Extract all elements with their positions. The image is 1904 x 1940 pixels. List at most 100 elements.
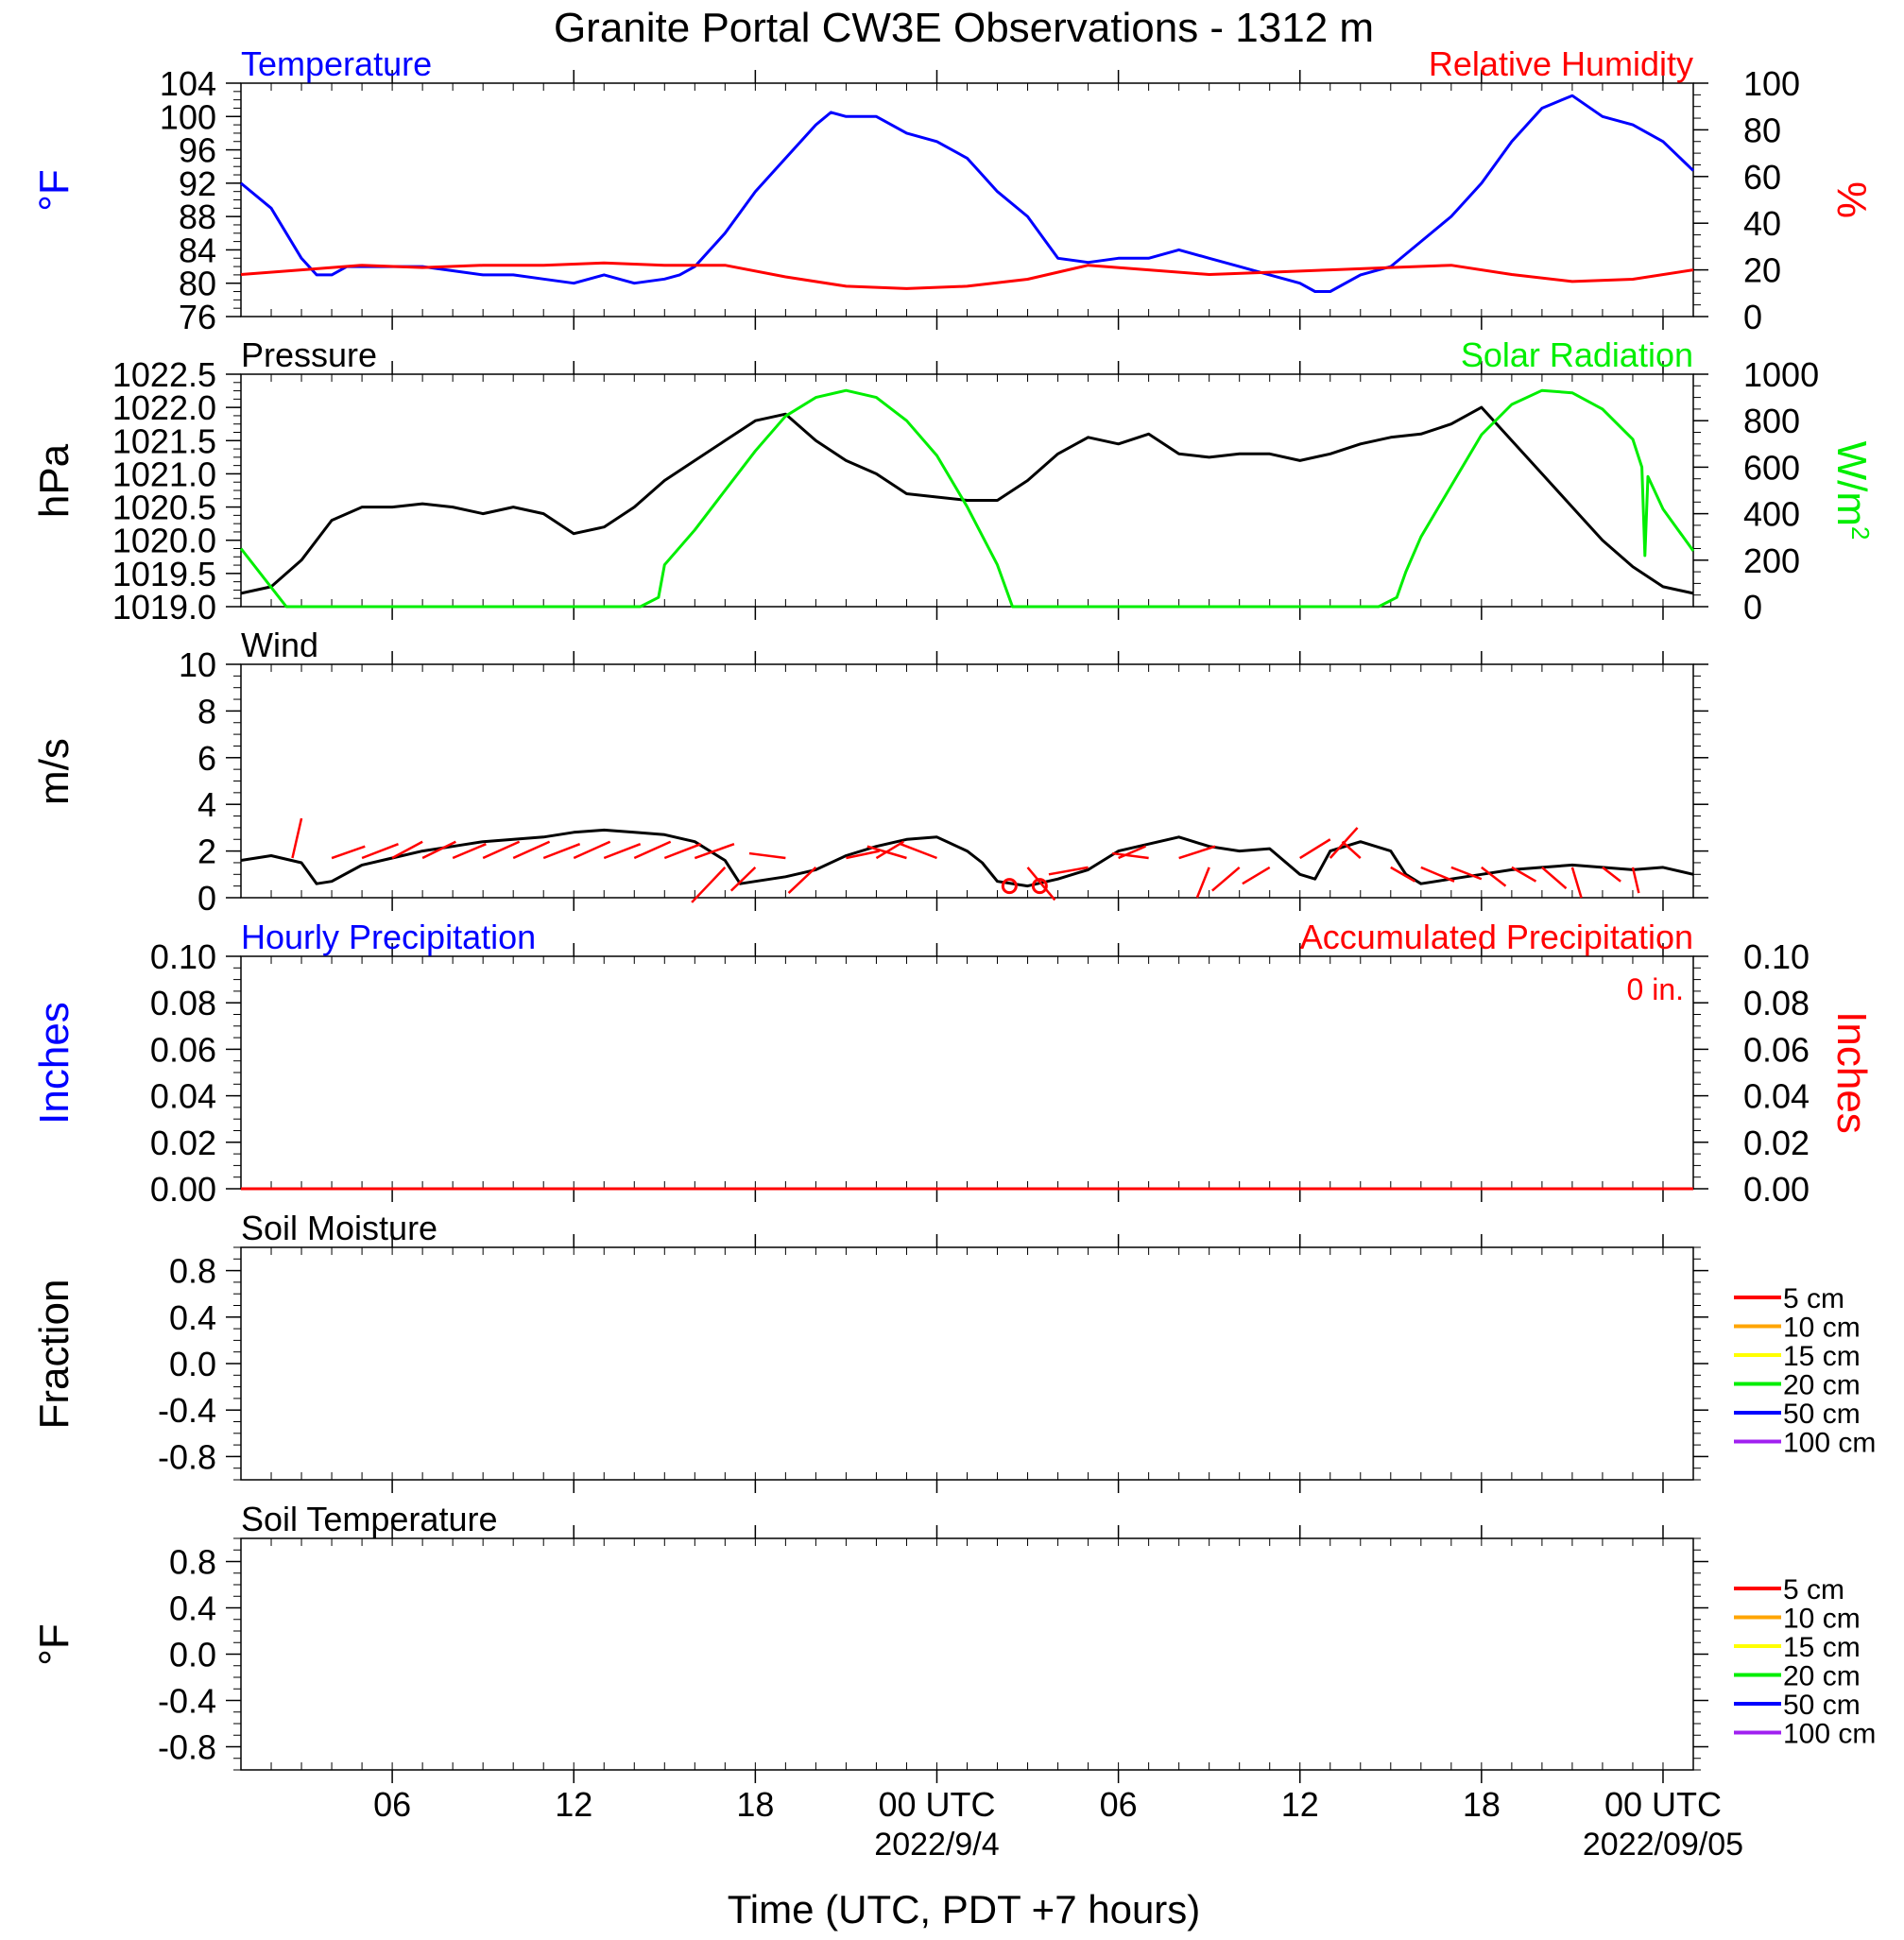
legend-label: 5 cm (1783, 1283, 1844, 1314)
y2-tick-label: 0.06 (1743, 1030, 1810, 1069)
panel-left-label: Soil Moisture (241, 1209, 437, 1247)
legend-label: 15 cm (1783, 1632, 1861, 1663)
y2-tick-label: 40 (1743, 204, 1781, 243)
panel-right-label: Relative Humidity (1429, 44, 1693, 83)
legend-label: 20 cm (1783, 1370, 1861, 1401)
wind-barb (1026, 867, 1056, 901)
series-line-pressure (240, 405, 1694, 595)
wind-barb (1631, 867, 1640, 894)
x-axis-title: Time (UTC, PDT +7 hours) (728, 1887, 1201, 1931)
y-axis-title: hPa (31, 443, 77, 518)
panel-left-label: Soil Temperature (241, 1500, 497, 1538)
y2-axis-title: % (1828, 181, 1875, 218)
y-axis-title: °F (31, 169, 77, 211)
wind-barb (846, 850, 880, 860)
y-tick-label: 88 (179, 197, 216, 236)
legend-label: 20 cm (1783, 1661, 1861, 1692)
y2-tick-label: 0.10 (1743, 937, 1810, 976)
wind-barb (694, 843, 735, 860)
y2-tick-label: 0.08 (1743, 984, 1810, 1022)
y-tick-label: 2 (197, 833, 216, 871)
y2-tick-label: 0 (1743, 588, 1762, 627)
y-tick-label: 6 (197, 739, 216, 778)
wind-barb (1195, 867, 1210, 899)
y-tick-label: 76 (179, 298, 216, 336)
wind-barb (866, 845, 907, 860)
y-tick-label: 1019.0 (112, 588, 216, 627)
wind-barb (542, 843, 581, 860)
y-tick-label: 0.10 (150, 937, 216, 976)
y-axis-title: Fraction (31, 1279, 77, 1430)
y-tick-label: 0.4 (169, 1298, 216, 1337)
y-tick-label: 0.04 (150, 1077, 216, 1116)
wind-barb (1211, 866, 1241, 892)
x-tick-date-label: 2022/09/05 (1583, 1827, 1743, 1863)
wind-barb (1511, 866, 1537, 883)
wind-barb (1570, 867, 1583, 899)
wind-barb (482, 840, 521, 860)
wind-barb (361, 843, 399, 860)
y-tick-label: 0.0 (169, 1636, 216, 1674)
wind-barb (603, 843, 642, 860)
panel-4: 0.00 0.02 0.04 0.06 0.08 0.10 0.00 0.02 0.04 0.06… (31, 918, 1875, 1209)
y-tick-label: 104 (160, 64, 216, 103)
wind-barb (291, 817, 303, 859)
panels: 768084889296100104020406080100Temperatur… (31, 44, 1876, 1863)
y-tick-label: 1020.5 (112, 489, 216, 527)
wind-barb (421, 840, 456, 860)
panel-5: -0.8 -0.4 0.0 0.4 0.8 Soil Moisture Fraction 5 … (31, 1209, 1876, 1493)
panel-right-label: Solar Radiation (1461, 335, 1693, 374)
x-tick-label: 18 (736, 1785, 774, 1824)
chart-title: Granite Portal CW3E Observations - 1312 … (554, 5, 1374, 51)
wind-barb (633, 840, 672, 860)
calm-wind-marker (1031, 878, 1048, 895)
legend-label: 100 cm (1783, 1719, 1876, 1750)
panel-left-label: Temperature (241, 44, 432, 83)
panel-1: 768084889296100104020406080100Temperatur… (31, 44, 1875, 336)
y-tick-label: 0 (197, 879, 216, 918)
y-tick-label: -0.4 (158, 1391, 216, 1430)
y2-tick-label: 0.00 (1743, 1170, 1810, 1209)
x-tick-label: 06 (1100, 1785, 1138, 1824)
wind-barb (573, 840, 611, 860)
legend-label: 50 cm (1783, 1399, 1861, 1430)
y-tick-label: 0.06 (150, 1030, 216, 1069)
wind-barb (787, 866, 817, 894)
y-tick-label: 92 (179, 164, 216, 203)
wind-barb (691, 867, 727, 903)
wind-barb (452, 843, 487, 860)
wind-barb (1541, 866, 1568, 890)
accumulated-total-label: 0 in. (1627, 972, 1684, 1006)
wind-barb (663, 843, 702, 860)
series-line-wind (240, 828, 1694, 888)
legend-label: 100 cm (1783, 1428, 1876, 1459)
y-tick-label: 10 (179, 645, 216, 684)
legend-label: 5 cm (1783, 1574, 1844, 1605)
wind-barb (1242, 866, 1271, 885)
wind-barb (331, 845, 366, 860)
wind-barb (900, 843, 937, 860)
wind-barb (748, 851, 786, 860)
y2-tick-label: 800 (1743, 402, 1800, 440)
x-tick-label: 00 UTC (878, 1785, 995, 1824)
y-tick-label: 8 (197, 692, 216, 730)
y2-tick-label: 600 (1743, 448, 1800, 487)
panel-left-label: Pressure (241, 335, 377, 374)
y-tick-label: 0.8 (169, 1252, 216, 1291)
legend-label: 10 cm (1783, 1313, 1861, 1344)
x-tick-label: 00 UTC (1604, 1785, 1722, 1824)
wind-barb (1420, 866, 1455, 883)
y2-tick-label: 60 (1743, 158, 1781, 197)
series-line-solar-radiation (239, 388, 1695, 609)
x-tick-label: 06 (373, 1785, 411, 1824)
x-tick-date-label: 2022/9/4 (874, 1827, 999, 1863)
wind-barb (875, 840, 904, 860)
panel-2: 1019.01019.51020.01020.51021.01021.51022… (31, 335, 1875, 627)
y-tick-label: 1021.0 (112, 455, 216, 493)
y-tick-label: 0.8 (169, 1543, 216, 1582)
y-tick-label: -0.8 (158, 1728, 216, 1767)
y2-axis-title: Inches (1828, 1011, 1875, 1134)
